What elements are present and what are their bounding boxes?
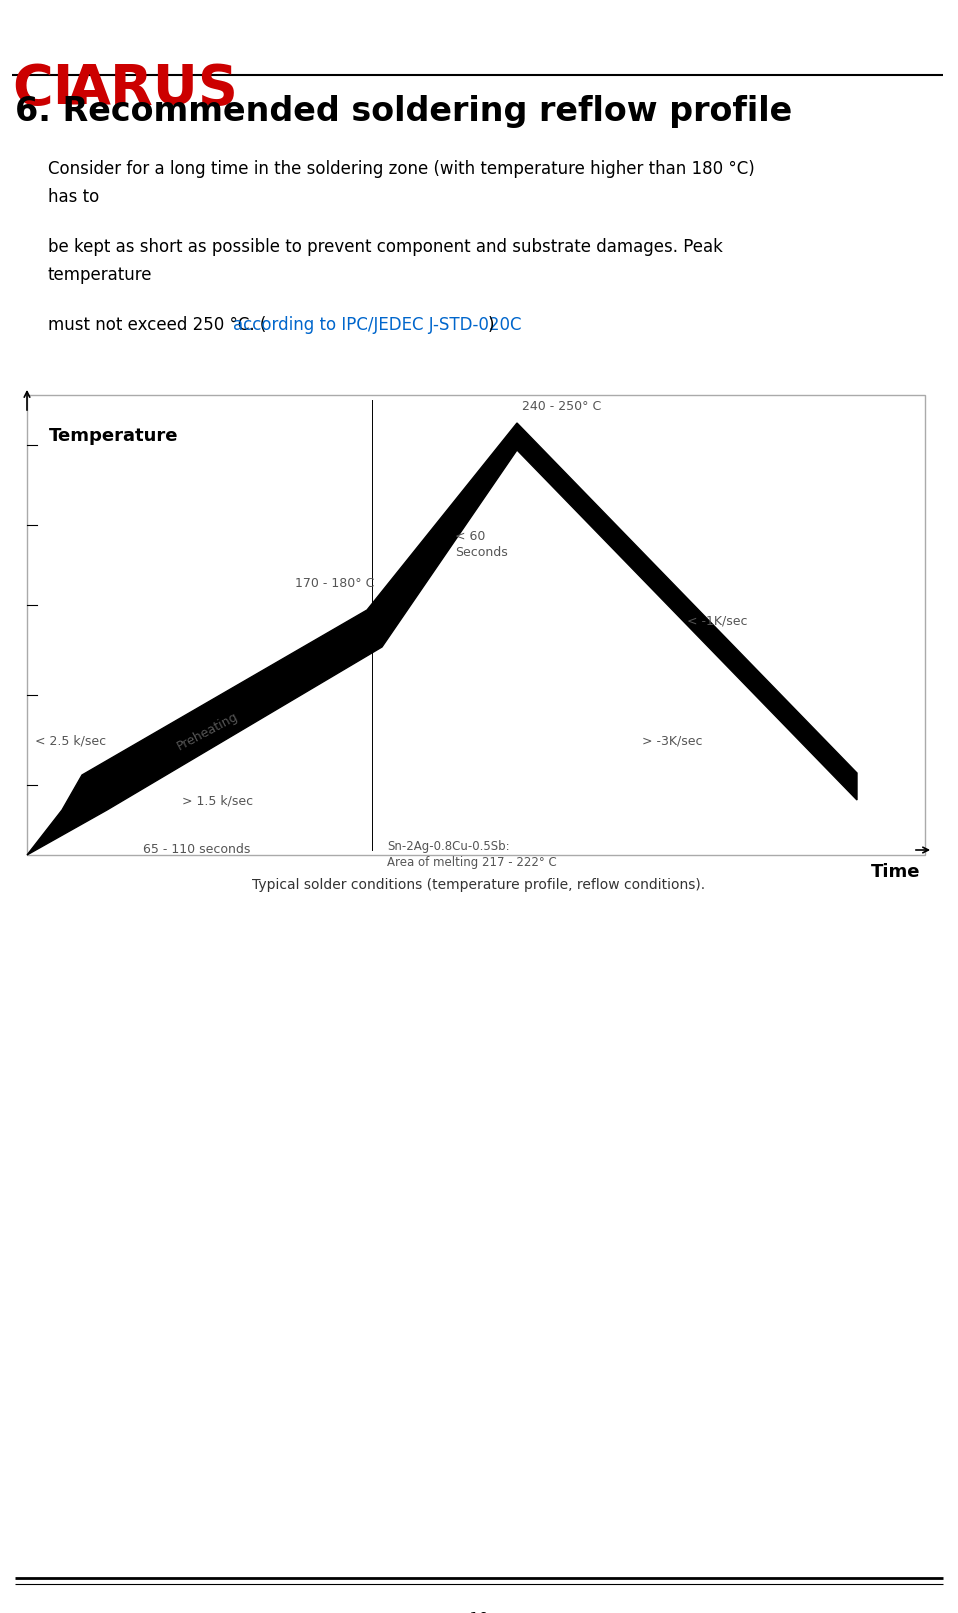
Text: < 2.5 k/sec: < 2.5 k/sec [35, 736, 106, 748]
Text: has to: has to [48, 189, 100, 206]
Text: ARUS: ARUS [68, 61, 239, 116]
Text: be kept as short as possible to prevent component and substrate damages. Peak: be kept as short as possible to prevent … [48, 239, 723, 256]
Text: Consider for a long time in the soldering zone (with temperature higher than 180: Consider for a long time in the solderin… [48, 160, 755, 177]
Text: > -3K/sec: > -3K/sec [642, 736, 702, 748]
Text: > 1.5 k/sec: > 1.5 k/sec [182, 795, 253, 808]
Text: Time: Time [871, 863, 920, 881]
Text: 65 - 110 seconds: 65 - 110 seconds [144, 844, 251, 857]
Text: 6. Recommended soldering reflow profile: 6. Recommended soldering reflow profile [15, 95, 792, 127]
Text: Temperature: Temperature [49, 427, 178, 445]
Polygon shape [27, 423, 857, 855]
Text: 170 - 180° C: 170 - 180° C [295, 577, 375, 590]
Bar [27, 395, 925, 855]
Text: 240 - 250° C: 240 - 250° C [522, 400, 602, 413]
Text: < -1K/sec: < -1K/sec [687, 615, 747, 627]
Text: < 60
Seconds: < 60 Seconds [455, 531, 508, 560]
Text: Typical solder conditions (temperature profile, reflow conditions).: Typical solder conditions (temperature p… [253, 877, 705, 892]
Text: according to IPC/JEDEC J-STD-020C: according to IPC/JEDEC J-STD-020C [233, 316, 521, 334]
Text: temperature: temperature [48, 266, 152, 284]
Text: ): ) [488, 316, 494, 334]
Text: Sn-2Ag-0.8Cu-0.5Sb:
Area of melting 217 - 222° C: Sn-2Ag-0.8Cu-0.5Sb: Area of melting 217 … [387, 840, 557, 869]
Text: must not exceed 250 °C. (: must not exceed 250 °C. ( [48, 316, 266, 334]
Text: Preheating: Preheating [175, 710, 240, 753]
Text: CL: CL [12, 61, 88, 116]
